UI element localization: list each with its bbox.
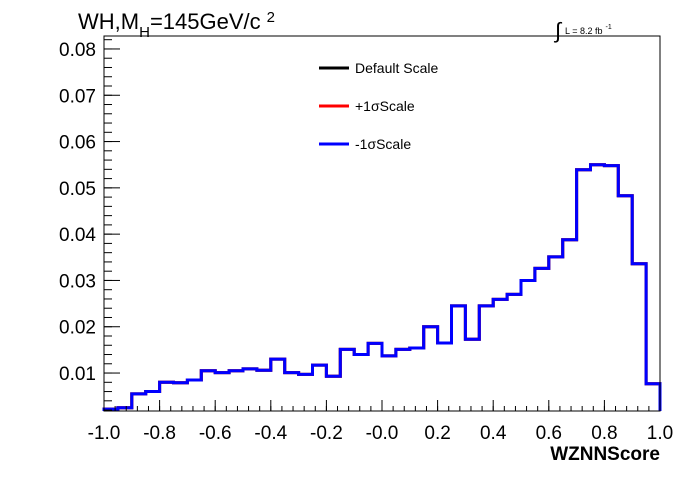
legend-label-2: -1σScale bbox=[355, 136, 411, 152]
x-axis-label: WZNNScore bbox=[550, 444, 660, 465]
x-tick-label: -1.0 bbox=[88, 423, 121, 444]
y-axis: 0.01 0.02 0.03 0.04 0.05 0.06 0.07 0.08 bbox=[59, 39, 120, 411]
series-line-2 bbox=[102, 163, 662, 411]
y-tick-label: 0.01 bbox=[59, 364, 96, 385]
series-layer bbox=[102, 163, 662, 411]
x-tick-label: 0.4 bbox=[480, 423, 507, 444]
y-tick-label: 0.06 bbox=[59, 133, 96, 154]
y-tick-label: 0.03 bbox=[59, 271, 96, 292]
title-middle: =145GeV/c bbox=[150, 9, 261, 34]
title-superscript: 2 bbox=[267, 9, 275, 26]
title-subscript: H bbox=[139, 24, 150, 41]
y-tick-label: 0.05 bbox=[59, 179, 96, 200]
y-tick-label: 0.07 bbox=[59, 86, 96, 107]
legend: Default Scale +1σScale -1σScale bbox=[319, 60, 438, 152]
x-tick-label: -0.4 bbox=[254, 423, 287, 444]
x-tick-label: -0.6 bbox=[199, 423, 232, 444]
x-tick-label: 0.2 bbox=[424, 423, 450, 444]
y-tick-label: 0.02 bbox=[59, 318, 96, 339]
x-tick-label: 1.0 bbox=[647, 423, 673, 444]
legend-label-0: Default Scale bbox=[355, 60, 438, 76]
integral-symbol: ∫ bbox=[553, 18, 563, 43]
luminosity-superscript: -1 bbox=[605, 24, 611, 31]
x-tick-label: 0.6 bbox=[536, 423, 562, 444]
x-tick-label: -0.0 bbox=[366, 423, 399, 444]
y-tick-label: 0.08 bbox=[59, 40, 96, 61]
luminosity-label: ∫ L = 8.2 fb -1 bbox=[553, 18, 612, 43]
x-axis: -1.0 -0.8 -0.6 -0.4 -0.2 -0.0 0.2 0.4 0.6 0.8 1.0 bbox=[88, 400, 673, 444]
luminosity-text: L = 8.2 fb bbox=[565, 26, 602, 36]
x-tick-label: -0.8 bbox=[143, 423, 176, 444]
title-prefix: WH,M bbox=[78, 9, 139, 34]
x-tick-label: -0.2 bbox=[310, 423, 343, 444]
y-tick-label: 0.04 bbox=[59, 225, 96, 246]
x-tick-label: 0.8 bbox=[591, 423, 617, 444]
legend-label-1: +1σScale bbox=[355, 98, 415, 114]
chart-title: WH,MH=145GeV/c 2 bbox=[78, 9, 275, 41]
